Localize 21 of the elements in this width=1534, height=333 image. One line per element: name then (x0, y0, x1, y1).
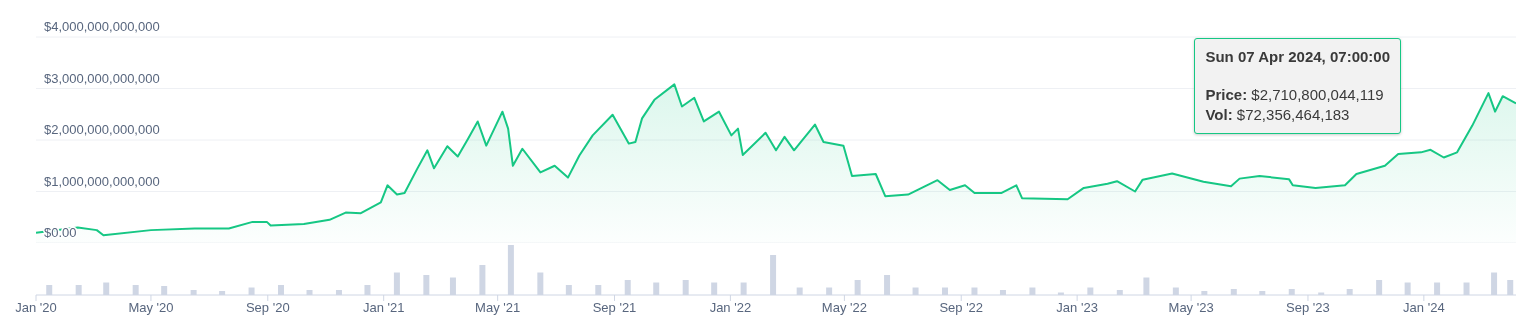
x-tick-label: Jan '24 (1403, 300, 1445, 316)
x-tick-label: Sep '21 (592, 300, 637, 316)
x-tick-label: Sep '20 (245, 300, 290, 316)
annotation: Price: $2,710,800,044,119 (1205, 85, 1385, 105)
x-tick-label: Jan '22 (709, 300, 752, 316)
tooltip-box: Sun 07 Apr 2024, 07:00:00 Price: $2,710,800,044,119 Vol: $72,356,464,183 (1194, 38, 1401, 134)
x-tick-label: May '22 (821, 300, 867, 316)
x-tick-label: Sep '23 (1286, 300, 1330, 316)
x-tick-label: May '21 (475, 300, 521, 316)
y-tick-label: $4,000,000,000,000 (44, 19, 160, 34)
x-tick-label: May '20 (128, 300, 174, 316)
x-tick-label: Sep '22 (939, 300, 984, 316)
x-tick-label: Jan '23 (1056, 300, 1098, 316)
x-tick-label: Jan '21 (362, 300, 405, 316)
y-tick-label: $2,000,000,000,000 (44, 122, 160, 137)
annotation: Sun 07 Apr 2024, 07:00:00 (1205, 47, 1390, 67)
x-tick-label: Jan '20 (15, 300, 57, 316)
annotation: Vol: $72,356,464,183 (1205, 105, 1351, 125)
x-tick-label: May '23 (1168, 300, 1214, 316)
y-tick-label: $1,000,000,000,000 (44, 173, 160, 189)
y-tick-label: $3,000,000,000,000 (44, 70, 160, 86)
